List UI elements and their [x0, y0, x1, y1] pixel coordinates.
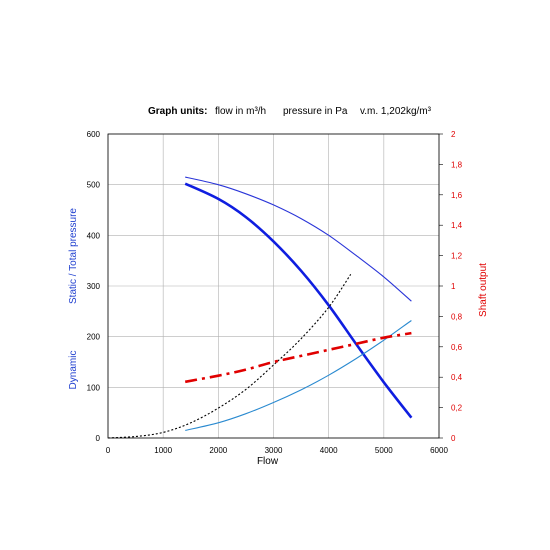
series-system-curve-line [107, 273, 352, 439]
y-right-tick-label: 0,8 [451, 312, 463, 321]
x-tick-label: 2000 [209, 446, 227, 455]
y-left-tick-label: 400 [87, 231, 101, 240]
y-left-dynamic-title: Dynamic [68, 351, 79, 390]
plot-frame [107, 133, 440, 439]
y-right-tick-label: 1,8 [451, 160, 463, 169]
x-tick-label: 1000 [154, 446, 172, 455]
y-right-tick-label: 1,2 [451, 252, 463, 261]
x-tick-label: 6000 [430, 446, 448, 455]
y-left-tick-label: 100 [87, 383, 101, 392]
y-right-tick-label: 2 [451, 130, 456, 139]
chart-header: Graph units: flow in m³/h pressure in Pa… [148, 106, 432, 117]
series-total-pressure-line [185, 176, 412, 302]
tick-labels: 0 1000 2000 3000 4000 5000 6000010020030040050… [87, 130, 463, 455]
x-tick-label: 4000 [320, 446, 338, 455]
header-flow-unit: flow in m³/h [215, 106, 266, 117]
y-left-tick-label: 300 [87, 282, 101, 291]
x-tick-label: 3000 [265, 446, 283, 455]
x-tick-label: 0 [106, 446, 111, 455]
x-axis-title: Flow [257, 456, 279, 467]
series-static-pressure-line [184, 182, 413, 419]
y-left-tick-label: 0 [96, 434, 101, 443]
header-label: Graph units: [148, 106, 207, 117]
y-left-axis-title: Static / Total pressure [68, 208, 79, 304]
y-right-tick-label: 1,6 [451, 191, 463, 200]
y-left-tick-label: 500 [87, 181, 101, 190]
y-right-tick-label: 0,2 [451, 404, 463, 413]
y-right-tick-label: 0 [451, 434, 456, 443]
x-tick-label: 5000 [375, 446, 393, 455]
header-density: v.m. 1,202kg/m³ [360, 106, 432, 117]
y-left-tick-label: 600 [87, 130, 101, 139]
y-right-tick-label: 1,4 [451, 221, 463, 230]
series-dynamic-pressure-line [185, 320, 412, 431]
y-left-tick-label: 200 [87, 333, 101, 342]
y-right-tick-label: 1 [451, 282, 456, 291]
series-lines [107, 176, 413, 439]
y-right-axis-title: Shaft output [478, 263, 489, 317]
y-right-tick-label: 0,6 [451, 343, 463, 352]
series-shaft-output-line [184, 331, 412, 384]
header-pressure-unit: pressure in Pa [283, 106, 348, 117]
y-right-tick-label: 0,4 [451, 373, 463, 382]
